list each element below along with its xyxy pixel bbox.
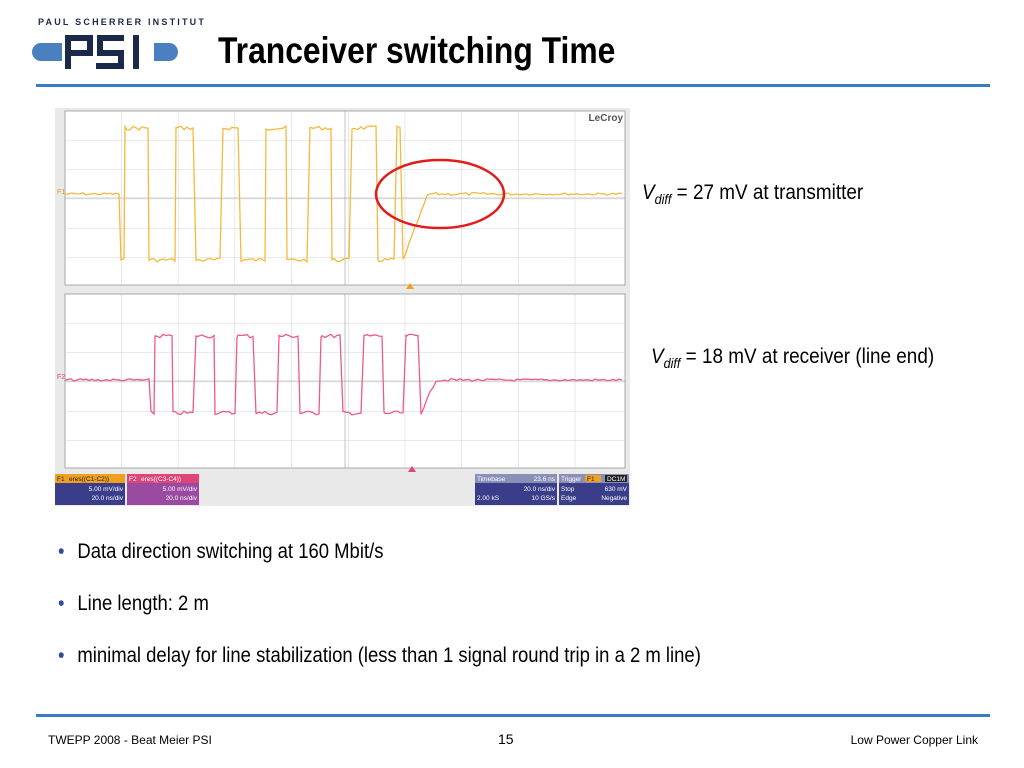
trigger-box: Trigger F1 DC1M Stop 630 mV Edge Negativ… (559, 474, 629, 505)
footer-author: TWEPP 2008 - Beat Meier PSI (48, 733, 212, 747)
svg-text:Trigger: Trigger (561, 476, 582, 483)
oscilloscope-display: LeCroy F1 F2 F1 eres((C1-C2)) 5.00 mV/di… (55, 110, 629, 505)
waveform-transmitter (64, 124, 622, 264)
svg-text:5.00 mV/div: 5.00 mV/div (163, 486, 198, 493)
f1-info-box: F1 eres((C1-C2)) 5.00 mV/div 20.0 ns/div (55, 474, 125, 505)
bullet-dot-icon: • (58, 644, 65, 667)
annotation-receiver: Vdiff = 18 mV at receiver (line end) (651, 345, 935, 372)
highlight-ellipse (374, 158, 506, 230)
svg-text:5.00 mV/div: 5.00 mV/div (89, 486, 124, 493)
bullet-dot-icon: • (58, 592, 65, 615)
bullet-item: • minimal delay for line stabilization (l… (58, 644, 701, 667)
f1-marker: F1 (57, 189, 65, 196)
bullet-item: • Data direction switching at 160 Mbit/s (58, 540, 384, 563)
oscilloscope-screenshot: LeCroy F1 F2 F1 eres((C1-C2)) 5.00 mV/di… (55, 108, 630, 506)
timebase-box: Timebase 23.6 ns 20.0 ns/div 2.00 kS 10 … (475, 474, 557, 505)
trigger-marker-upper (406, 283, 414, 289)
bullet-item: • Line length: 2 m (58, 592, 209, 615)
svg-text:F1: F1 (587, 476, 595, 483)
annotation-transmitter: Vdiff = 27 mV at transmitter (642, 181, 864, 208)
footer-rule (36, 714, 990, 717)
footer-title: Low Power Copper Link (850, 733, 978, 747)
svg-text:DC1M: DC1M (607, 476, 625, 483)
psi-logo (32, 35, 178, 69)
page-number: 15 (498, 731, 514, 747)
f2-info-box: F2 eres((C3-C4)) 5.00 mV/div 20.0 ns/div (127, 474, 199, 505)
svg-text:Stop: Stop (561, 486, 575, 493)
svg-text:Edge: Edge (561, 495, 577, 502)
svg-text:10 GS/s: 10 GS/s (532, 495, 556, 502)
svg-text:eres((C1-C2)): eres((C1-C2)) (69, 476, 109, 483)
lecroy-brand: LeCroy (589, 113, 624, 124)
svg-text:Negative: Negative (601, 495, 627, 502)
svg-text:20.0 ns/div: 20.0 ns/div (166, 495, 198, 502)
slide-title: Tranceiver switching Time (218, 30, 616, 71)
f2-marker: F2 (57, 374, 65, 381)
svg-text:20.0 ns/div: 20.0 ns/div (524, 486, 556, 493)
svg-text:23.6 ns: 23.6 ns (534, 476, 556, 483)
svg-text:630 mV: 630 mV (605, 486, 628, 493)
waveform-receiver (64, 333, 623, 416)
trigger-marker-lower (408, 466, 416, 472)
svg-text:2.00 kS: 2.00 kS (477, 495, 500, 502)
bullet-dot-icon: • (58, 540, 65, 563)
svg-text:F1: F1 (57, 476, 65, 483)
institute-name: PAUL SCHERRER INSTITUT (38, 17, 207, 27)
svg-text:Timebase: Timebase (477, 476, 506, 483)
svg-text:eres((C3-C4)): eres((C3-C4)) (141, 476, 181, 483)
bullet-list: • Data direction switching at 160 Mbit/s … (58, 540, 789, 696)
header-rule (36, 84, 990, 87)
svg-text:20.0 ns/div: 20.0 ns/div (92, 495, 124, 502)
svg-text:F2: F2 (129, 476, 137, 483)
